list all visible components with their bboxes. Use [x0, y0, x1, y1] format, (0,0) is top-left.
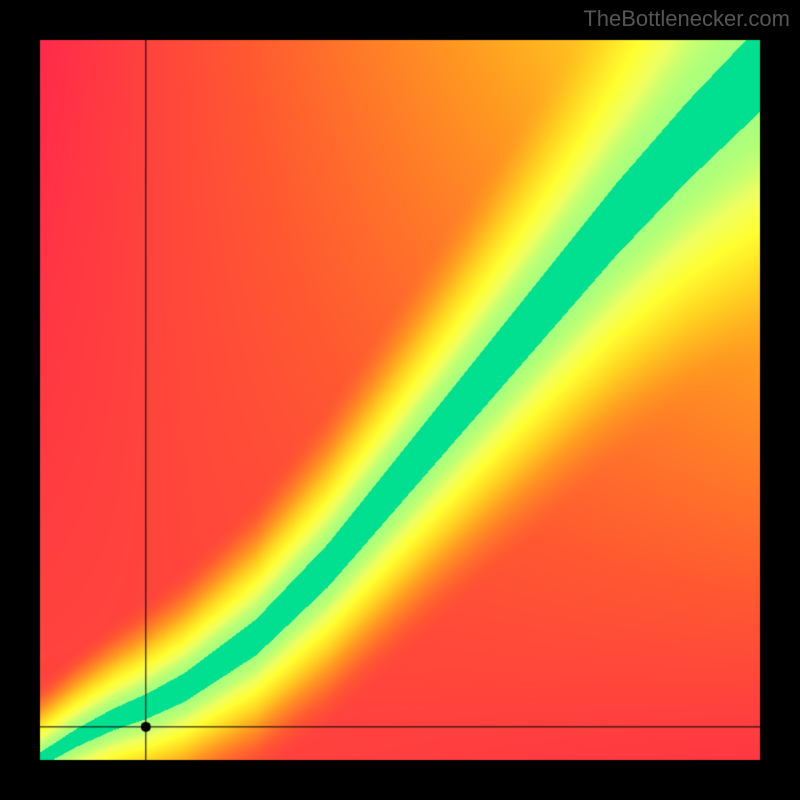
watermark-text: TheBottlenecker.com	[583, 6, 790, 32]
chart-container: TheBottlenecker.com	[0, 0, 800, 800]
bottleneck-heatmap	[0, 0, 800, 800]
